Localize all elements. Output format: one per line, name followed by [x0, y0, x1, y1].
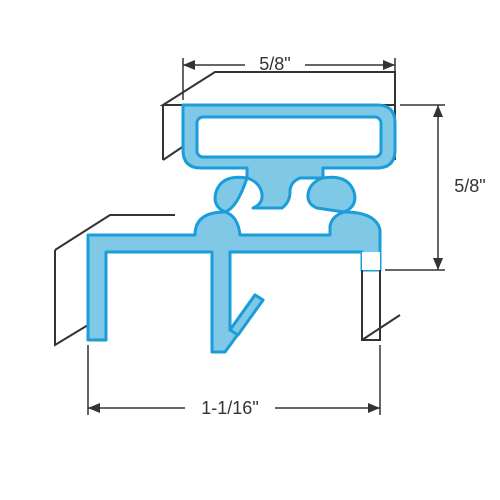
gasket-cross-section — [88, 105, 395, 352]
dim-bottom-label: 1-1/16" — [201, 398, 258, 418]
gasket-profile-diagram: 5/8" 5/8" 1-1/16" — [0, 0, 500, 500]
dimension-right: 5/8" — [385, 105, 492, 270]
dim-top-label: 5/8" — [259, 54, 290, 74]
dimension-top: 5/8" — [183, 54, 395, 100]
isometric-right-leg — [362, 270, 400, 340]
dim-right-label: 5/8" — [454, 176, 485, 196]
dimension-bottom: 1-1/16" — [88, 345, 380, 418]
